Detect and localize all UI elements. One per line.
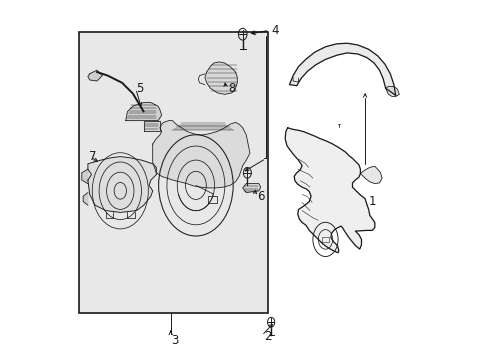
Text: 8: 8 [228,82,235,95]
Polygon shape [83,193,88,205]
Polygon shape [152,121,249,188]
Polygon shape [242,184,260,193]
Text: 7: 7 [89,150,96,163]
Polygon shape [285,128,374,253]
Text: 1: 1 [368,195,375,208]
Polygon shape [125,103,162,121]
Text: 3: 3 [170,334,178,347]
Polygon shape [204,62,237,94]
Polygon shape [88,70,102,81]
Polygon shape [360,166,381,184]
Polygon shape [143,121,160,131]
Text: 2: 2 [264,330,271,343]
Polygon shape [81,169,88,184]
Bar [79,32,267,313]
Polygon shape [385,86,399,96]
Polygon shape [289,43,395,95]
Polygon shape [88,157,156,212]
Text: 4: 4 [271,24,279,37]
Text: 5: 5 [136,82,143,95]
Text: 6: 6 [257,190,264,203]
